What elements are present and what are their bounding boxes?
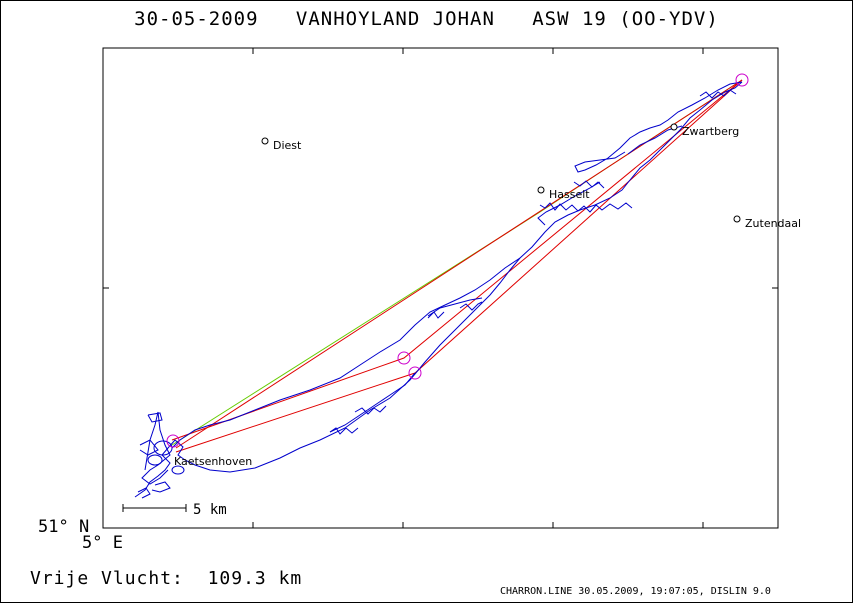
scale-bar: 5 km — [122, 502, 227, 518]
distance-label: Vrije Vlucht: — [30, 568, 184, 589]
place-label-zwartberg: Zwartberg — [682, 125, 739, 138]
scale-bar-label: 5 km — [193, 502, 227, 518]
turnpoints — [166, 73, 749, 448]
declared-line — [171, 79, 743, 446]
turnpoint-marker — [397, 351, 411, 365]
turnpoint-marker — [166, 434, 180, 448]
place-label-hasselt: Hasselt — [549, 188, 590, 201]
page-title: 30-05-2009 VANHOYLAND JOHAN ASW 19 (OO-Y… — [134, 8, 719, 30]
turnpoint-marker — [735, 73, 749, 87]
place-marker-zutendaal — [733, 215, 741, 223]
longitude-label: 5° E — [82, 533, 123, 553]
distance-result: Vrije Vlucht: 109.3 km — [30, 568, 302, 589]
place-marker-diest — [261, 137, 269, 145]
axis-ticks — [103, 48, 778, 528]
turnpoint-marker — [408, 366, 422, 380]
latitude-label: 51° N — [38, 517, 89, 537]
place-markers: Diest Hasselt Zwartberg Zutendaal Kaetse… — [174, 123, 801, 468]
place-marker-zwartberg — [670, 123, 678, 131]
place-label-kaetsenhoven: Kaetsenhoven — [174, 455, 252, 468]
place-label-zutendaal: Zutendaal — [745, 217, 801, 230]
place-marker-hasselt — [537, 186, 545, 194]
place-label-diest: Diest — [273, 139, 302, 152]
task-lines — [171, 79, 743, 453]
credit-line: CHARRON.LINE 30.05.2009, 19:07:05, DISLI… — [500, 586, 771, 597]
distance-value: 109.3 km — [207, 568, 303, 589]
